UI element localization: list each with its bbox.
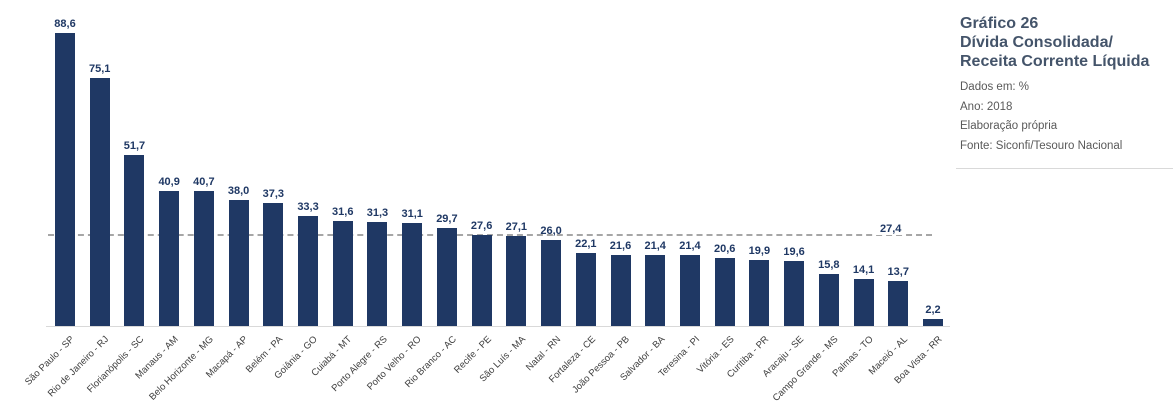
bar bbox=[193, 191, 214, 326]
bar bbox=[610, 255, 631, 326]
divider-line bbox=[956, 168, 1173, 169]
bar bbox=[784, 261, 805, 326]
bar bbox=[749, 260, 770, 326]
bar bbox=[436, 228, 457, 326]
bar-value-label: 31,6 bbox=[332, 206, 354, 218]
bar bbox=[367, 222, 388, 326]
category-label: Rio de Janeiro - RJ bbox=[46, 334, 112, 400]
bar-value-label: 31,3 bbox=[366, 207, 389, 219]
bar-value-label: 21,4 bbox=[679, 240, 701, 252]
chart-title-line2: Receita Corrente Líquida bbox=[960, 53, 1150, 70]
chart-title-line1: Dívida Consolidada/ bbox=[960, 34, 1113, 51]
bar bbox=[298, 216, 319, 326]
bar bbox=[645, 255, 666, 326]
chart-info-panel: Gráfico 26 Dívida Consolidada/ Receita C… bbox=[960, 14, 1172, 156]
bar-value-label: 27,6 bbox=[470, 220, 493, 232]
bar bbox=[228, 200, 249, 326]
bar-value-label: 27,1 bbox=[505, 221, 528, 233]
chart-number: Gráfico 26 bbox=[960, 15, 1039, 32]
bar bbox=[471, 235, 492, 326]
bar-value-label: 75,1 bbox=[89, 63, 111, 75]
bar-value-label: 29,7 bbox=[436, 213, 458, 225]
bar-value-label: 33,3 bbox=[297, 201, 319, 213]
bar-value-label: 19,6 bbox=[783, 246, 805, 258]
bar bbox=[506, 236, 527, 326]
bar bbox=[541, 240, 562, 326]
bar bbox=[923, 319, 943, 326]
category-label: Belo Horizonte - MG bbox=[147, 334, 216, 403]
chart-title-block: Gráfico 26 Dívida Consolidada/ Receita C… bbox=[960, 14, 1172, 71]
bar bbox=[853, 279, 874, 326]
bar-value-label: 31,1 bbox=[401, 208, 423, 220]
bar-value-label: 40,9 bbox=[158, 176, 180, 188]
bar bbox=[263, 203, 284, 326]
bar-value-label: 19,9 bbox=[748, 245, 771, 257]
bar bbox=[402, 223, 423, 326]
chart-meta-block: Dados em: % Ano: 2018 Elaboração própria… bbox=[960, 78, 1172, 156]
bar bbox=[888, 281, 909, 326]
category-axis: São Paulo - SP Rio de Janeiro - RJ Florian… bbox=[0, 327, 950, 413]
bar-value-label: 22,1 bbox=[575, 238, 597, 250]
bar-value-label: 40,7 bbox=[193, 176, 215, 188]
bar-value-label: 14,1 bbox=[852, 264, 875, 276]
meta-unit: Dados em: % bbox=[960, 81, 1030, 93]
bar bbox=[679, 255, 700, 326]
bar-value-label: 21,4 bbox=[644, 240, 666, 252]
plot-area: 27,4 88,6 75,1 51,7 40,9 40,7 38,0 37,3 33,3 31,… bbox=[48, 18, 943, 326]
bar-value-label: 15,8 bbox=[818, 259, 840, 271]
bar-value-label: 37,3 bbox=[262, 188, 285, 200]
bar-value-label: 13,7 bbox=[887, 266, 909, 278]
x-axis-line bbox=[46, 326, 950, 327]
bar bbox=[124, 155, 145, 326]
bar-value-label: 21,6 bbox=[609, 240, 632, 252]
meta-year: Ano: 2018 bbox=[960, 100, 1013, 113]
bar-value-label: 20,6 bbox=[713, 243, 736, 255]
bar bbox=[89, 78, 110, 326]
bar bbox=[575, 253, 596, 326]
bar bbox=[332, 221, 353, 326]
bar-value-label: 26,0 bbox=[540, 225, 562, 237]
bar-value-label: 2,2 bbox=[925, 304, 941, 316]
bar-value-label: 38,0 bbox=[227, 185, 250, 197]
meta-elaboration: Elaboração própria bbox=[960, 120, 1058, 132]
bar-value-label: 51,7 bbox=[123, 140, 146, 152]
meta-source: Fonte: Siconfi/Tesouro Nacional bbox=[960, 139, 1123, 152]
bar bbox=[818, 274, 839, 326]
bar-value-label: 88,6 bbox=[54, 18, 76, 30]
category-label: Campo Grande - MS bbox=[770, 334, 841, 404]
reference-line-label: 27,4 bbox=[876, 223, 906, 235]
bar bbox=[714, 258, 735, 326]
bar bbox=[159, 191, 180, 326]
bar bbox=[55, 33, 75, 326]
